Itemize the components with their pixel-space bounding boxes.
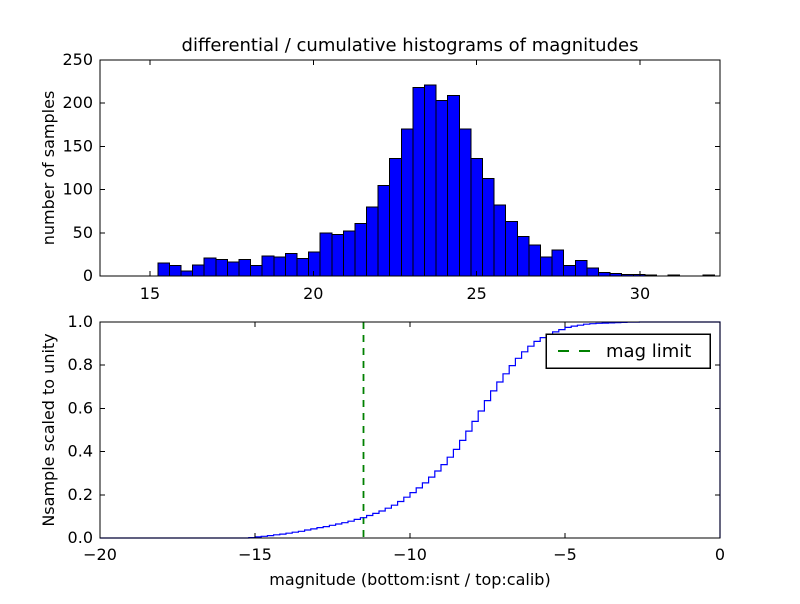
y-tick-label: 0.4 [68,442,93,461]
cumulative-step-curve [100,321,721,539]
x-tick-label: −5 [553,545,577,564]
histogram-bar [377,184,391,277]
bottom-axes [99,321,721,539]
histogram-bar [412,87,425,277]
x-tick-label: −20 [83,545,117,564]
legend [545,333,711,369]
y-tick-label: 0.6 [68,398,93,417]
y-tick-label: 0.0 [68,528,93,547]
histogram-bar [342,230,356,277]
histogram-bar [389,158,402,277]
histogram-bar [482,177,495,277]
histogram-bar [308,251,321,277]
x-tick-label: −10 [393,545,427,564]
histogram-bar [331,234,344,277]
histogram-bar [470,158,483,277]
histogram-bar [516,235,530,277]
histogram-bar [366,206,379,277]
histogram-bar [540,256,553,277]
histogram-bar [319,232,333,277]
y-tick-label: 200 [62,93,93,112]
histogram-bar [505,221,518,277]
histogram-bar [238,259,252,277]
legend-box [545,333,711,369]
x-tick-label: 30 [630,284,650,303]
y-axis-label-top: number of samples [39,91,58,246]
histogram-bar [586,267,600,277]
histogram-bar [563,265,576,277]
y-tick-label: 100 [62,180,93,199]
histogram-bar [296,258,310,277]
y-tick-label: 250 [62,50,93,69]
histogram-bar [273,256,286,277]
y-tick-label: 0.2 [68,485,93,504]
y-tick-label: 150 [62,136,93,155]
histogram-bar [203,257,217,277]
plot-title: differential / cumulative histograms of … [182,35,639,56]
top-axes [99,59,721,277]
histogram-bar [168,265,182,277]
histogram-bar [284,253,298,277]
x-tick-label: 0 [715,545,725,564]
axes-frame [99,59,721,277]
x-tick-label: 25 [466,284,486,303]
histogram-bar [551,249,565,277]
x-tick-label: 15 [140,284,160,303]
y-tick-label: 0 [83,266,93,285]
x-tick-label: 20 [303,284,323,303]
histogram-bar [180,270,194,277]
histogram-bar [261,255,275,277]
histogram-bar [400,128,414,277]
histogram-bar [528,244,542,277]
histogram-bar [157,262,170,277]
histogram-bar [226,261,240,277]
histogram-bar [435,100,449,277]
histogram-bar [458,128,472,277]
histogram-bar [598,272,611,277]
y-axis-label-bottom: Nsample scaled to unity [39,333,58,526]
histogram-bar [215,259,228,277]
histogram-bar [493,204,507,277]
x-tick-label: −15 [238,545,272,564]
histogram-bar [574,259,588,277]
y-tick-label: 0.8 [68,355,93,374]
histogram-bar [447,94,460,277]
histogram-bar [250,265,263,277]
legend-label: mag limit [606,341,691,362]
histogram-bar [192,264,205,277]
y-tick-label: 1.0 [68,312,93,331]
histogram-bar [424,84,437,277]
x-axis-label: magnitude (bottom:isnt / top:calib) [269,570,550,589]
y-tick-label: 50 [73,223,93,242]
histogram-bar [354,222,368,277]
